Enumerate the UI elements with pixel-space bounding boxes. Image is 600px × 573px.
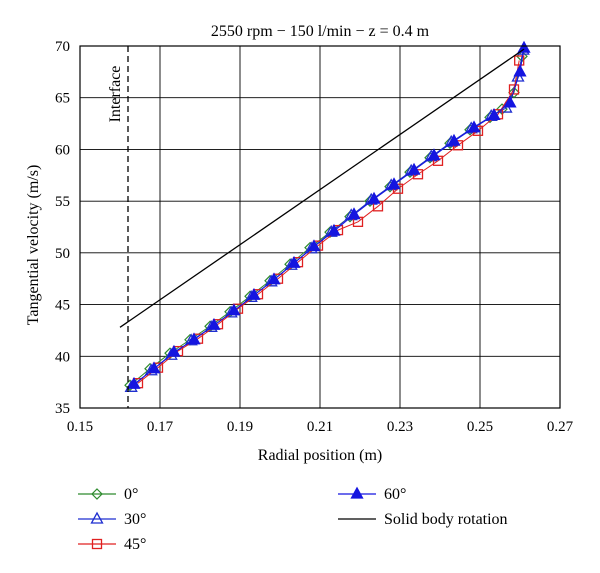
x-tick-label: 0.17: [147, 419, 174, 435]
x-tick-label: 0.19: [227, 419, 253, 435]
plot-frame: [79, 45, 561, 409]
data-point: [227, 303, 241, 316]
x-tick-label: 0.27: [547, 419, 574, 435]
legend-swatch-marker: [90, 511, 104, 524]
data-point: [367, 191, 381, 204]
legend-entry: Solid body rotation: [338, 511, 508, 528]
data-point: [307, 239, 321, 252]
data-point: [327, 223, 341, 236]
x-tick-label: 0.21: [307, 419, 333, 435]
data-point: [513, 64, 527, 77]
legend-label: Solid body rotation: [384, 511, 508, 528]
legend-entry: 0°: [78, 486, 138, 503]
data-point: [467, 120, 481, 133]
data-point: [447, 133, 461, 146]
data-point: [207, 317, 221, 330]
legend-label: 45°: [124, 536, 146, 553]
legend-label: 60°: [384, 486, 406, 503]
series-4: [119, 48, 525, 328]
data-point: [508, 84, 520, 95]
legend-swatch-marker: [350, 486, 364, 499]
data-point: [427, 148, 441, 161]
data-point: [514, 55, 525, 66]
x-tick-label: 0.25: [467, 419, 493, 435]
legend-entry: 30°: [78, 511, 146, 528]
y-axis-label: Tangential velocity (m/s): [25, 165, 42, 326]
legend-label: 0°: [124, 486, 138, 503]
series-line: [137, 60, 520, 384]
y-tick-labels: 35 40 45 50 55 60 65 70: [55, 39, 70, 417]
series-0: [124, 50, 528, 392]
legend-swatch-marker: [91, 538, 103, 550]
grid-lines: [79, 45, 561, 409]
y-tick-label: 70: [55, 39, 70, 55]
x-axis-label: Radial position (m): [258, 447, 382, 464]
interface-label: Interface: [107, 66, 124, 123]
legend-swatch-marker: [91, 488, 103, 500]
data-point: [508, 86, 520, 99]
data-point: [503, 95, 517, 108]
legend-entry: 45°: [78, 536, 146, 553]
series-3: [127, 40, 531, 389]
y-tick-label: 35: [55, 401, 70, 417]
y-tick-label: 60: [55, 142, 70, 158]
legend-label: 30°: [124, 511, 146, 528]
data-point: [347, 207, 361, 220]
x-tick-label: 0.23: [387, 419, 413, 435]
y-tick-label: 55: [55, 194, 70, 210]
data-point: [287, 255, 301, 268]
y-tick-label: 45: [55, 298, 70, 314]
series-layer: [119, 40, 531, 392]
data-point: [487, 107, 501, 120]
x-tick-labels: 0.15 0.17 0.19 0.21 0.23 0.25 0.27: [67, 419, 574, 435]
series-line: [119, 48, 525, 328]
x-tick-label: 0.15: [67, 419, 93, 435]
data-point: [147, 361, 161, 374]
series-line: [133, 47, 525, 385]
data-point: [387, 177, 401, 190]
y-tick-label: 65: [55, 91, 70, 107]
data-point: [267, 272, 281, 285]
data-point: [407, 162, 421, 175]
data-point: [517, 40, 531, 53]
y-tick-label: 40: [55, 349, 70, 365]
data-point: [167, 344, 181, 357]
chart-title: 2550 rpm − 150 l/min − z = 0.4 m: [211, 23, 430, 40]
data-point: [247, 287, 261, 300]
legend-entry: 60°: [338, 486, 406, 503]
data-point: [127, 376, 141, 389]
data-point: [187, 332, 201, 345]
legend: 0° 30° 45° 60° Solid body rotation: [78, 486, 508, 553]
y-tick-label: 50: [55, 246, 70, 262]
